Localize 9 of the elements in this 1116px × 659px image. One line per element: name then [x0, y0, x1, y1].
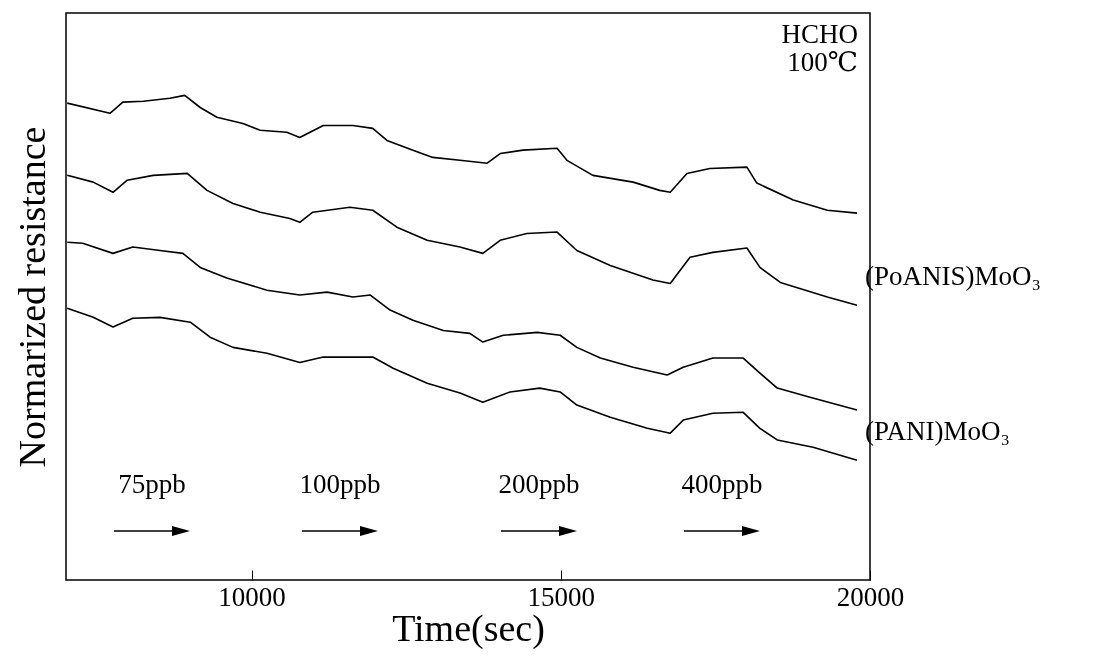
x-tick-label: 10000	[218, 581, 286, 612]
annotation: 400ppb	[681, 469, 763, 499]
x-tick-label: 20000	[836, 581, 905, 612]
annotation: 200ppb	[498, 469, 580, 499]
annotation: 100ppb	[299, 469, 381, 499]
text: HCHO	[781, 19, 858, 49]
annotation: 75ppb	[118, 469, 186, 499]
text: 100℃	[787, 47, 858, 77]
y-axis-title: Normarized resistance	[10, 126, 53, 468]
